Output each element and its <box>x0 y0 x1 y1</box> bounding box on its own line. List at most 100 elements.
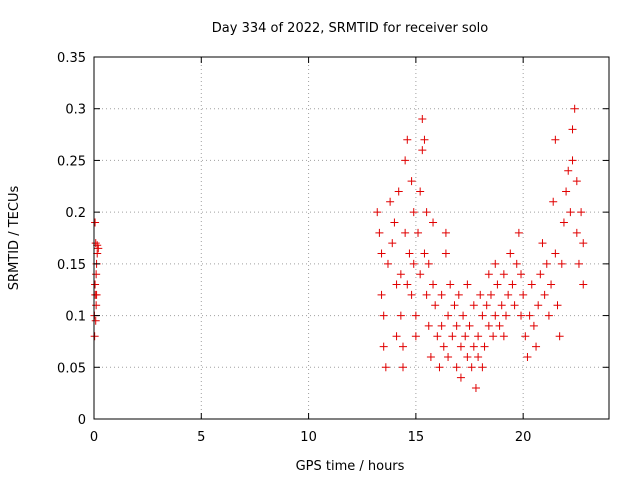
data-point <box>381 363 390 372</box>
data-point <box>93 249 102 258</box>
data-point <box>491 311 500 320</box>
x-tick-label: 5 <box>197 430 205 445</box>
data-point <box>444 311 453 320</box>
data-point <box>435 363 444 372</box>
data-point <box>422 208 431 217</box>
data-point <box>388 239 397 248</box>
data-point <box>394 187 403 196</box>
data-point <box>91 280 100 289</box>
data-point <box>401 156 410 165</box>
data-point <box>379 342 388 351</box>
data-point <box>392 332 401 341</box>
data-point <box>549 197 558 206</box>
data-point <box>377 290 386 299</box>
data-point <box>572 228 581 237</box>
data-point <box>446 280 455 289</box>
data-point <box>570 104 579 113</box>
data-point <box>420 135 429 144</box>
data-point <box>459 311 468 320</box>
data-point <box>486 290 495 299</box>
y-tick-label: 0.05 <box>57 361 86 376</box>
data-point <box>416 187 425 196</box>
y-tick-label: 0.1 <box>65 310 86 325</box>
data-point <box>424 259 433 268</box>
x-tick-label: 10 <box>300 430 317 445</box>
chart-title: Day 334 of 2022, SRMTID for receiver sol… <box>212 21 489 36</box>
data-point <box>463 280 472 289</box>
data-point <box>426 352 435 361</box>
data-point <box>407 290 416 299</box>
data-point <box>396 311 405 320</box>
data-point <box>512 259 521 268</box>
x-axis-label: GPS time / hours <box>296 459 405 474</box>
data-point <box>90 332 99 341</box>
data-point <box>409 259 418 268</box>
data-point <box>562 187 571 196</box>
x-tick-label: 15 <box>408 430 425 445</box>
data-point <box>407 177 416 186</box>
data-point <box>94 244 103 253</box>
data-point <box>461 332 470 341</box>
data-point <box>480 342 489 351</box>
data-point <box>409 208 418 217</box>
y-tick-label: 0 <box>78 413 86 428</box>
data-point <box>429 218 438 227</box>
data-point <box>463 352 472 361</box>
data-point <box>454 290 463 299</box>
data-point <box>92 301 101 310</box>
data-point <box>474 332 483 341</box>
data-point <box>502 311 510 320</box>
data-point <box>450 301 459 310</box>
data-point <box>564 166 573 175</box>
data-point <box>377 249 386 258</box>
data-point <box>484 321 493 330</box>
data-point <box>452 363 461 372</box>
data-point <box>411 311 420 320</box>
y-tick-label: 0.2 <box>65 206 86 221</box>
data-point <box>506 249 515 258</box>
data-point <box>523 352 532 361</box>
data-point <box>574 259 583 268</box>
data-point <box>418 146 427 155</box>
data-point <box>396 270 405 279</box>
data-point <box>559 218 568 227</box>
data-point <box>383 259 392 268</box>
data-point <box>456 342 465 351</box>
data-points <box>90 104 588 392</box>
data-point <box>517 311 526 320</box>
data-point <box>416 270 425 279</box>
data-point <box>474 352 483 361</box>
data-point <box>424 321 433 330</box>
data-point <box>579 239 588 248</box>
data-point <box>414 228 423 237</box>
data-point <box>510 301 519 310</box>
data-point <box>484 270 493 279</box>
data-point <box>508 280 517 289</box>
data-point <box>399 363 407 372</box>
data-point <box>525 311 534 320</box>
data-point <box>504 290 513 299</box>
data-point <box>433 332 442 341</box>
data-point <box>553 301 562 310</box>
data-point <box>579 280 588 289</box>
data-point <box>493 280 502 289</box>
data-point <box>467 363 476 372</box>
data-point <box>478 311 487 320</box>
data-point <box>390 218 399 227</box>
data-point <box>422 290 431 299</box>
data-point <box>536 270 545 279</box>
data-point <box>469 301 478 310</box>
data-point <box>465 321 474 330</box>
data-point <box>373 208 382 217</box>
plot-border <box>93 56 610 420</box>
data-point <box>521 332 530 341</box>
x-tick-label: 0 <box>90 430 98 445</box>
data-point <box>544 311 553 320</box>
x-tick-label: 20 <box>515 430 532 445</box>
data-point <box>542 259 551 268</box>
data-point <box>495 321 504 330</box>
data-point <box>392 280 401 289</box>
data-point <box>429 280 438 289</box>
